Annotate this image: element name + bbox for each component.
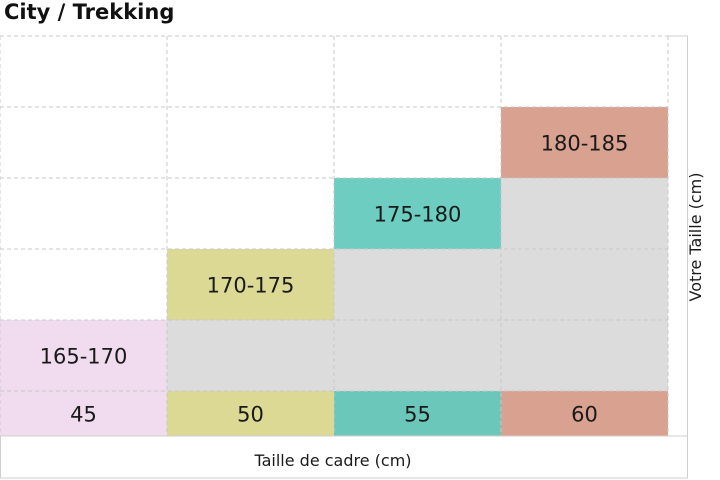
range-fill-cell [334, 249, 501, 391]
frame-size-cell [167, 391, 334, 436]
range-fill-cell [501, 178, 668, 391]
height-range-cell [0, 320, 167, 391]
range-fill-cell [167, 320, 334, 391]
chart-title: City / Trekking [4, 0, 175, 24]
height-range-label: 175-180 [374, 203, 462, 227]
x-axis-label: Taille de cadre (cm) [253, 451, 411, 470]
height-range-label: 165-170 [40, 345, 128, 369]
height-range-cell [334, 178, 501, 249]
chart-labels: 165-170 170-175 175-180 180-185 45 50 55 60 [40, 132, 629, 427]
grid-lines [0, 35, 688, 479]
height-range-label: 180-185 [541, 132, 629, 156]
height-range-cell [501, 107, 668, 178]
frame-size-cell [0, 391, 167, 436]
frame-size-cell [334, 391, 501, 436]
frame-size-label: 60 [571, 403, 598, 427]
frame-size-label: 55 [404, 403, 431, 427]
frame-size-cell [501, 391, 668, 436]
chart-cells [0, 107, 668, 436]
y-axis-label: Votre Taille (cm) [686, 173, 705, 302]
height-range-cell [167, 249, 334, 320]
frame-size-label: 45 [70, 403, 97, 427]
frame-size-label: 50 [237, 403, 264, 427]
height-range-label: 170-175 [207, 274, 295, 298]
